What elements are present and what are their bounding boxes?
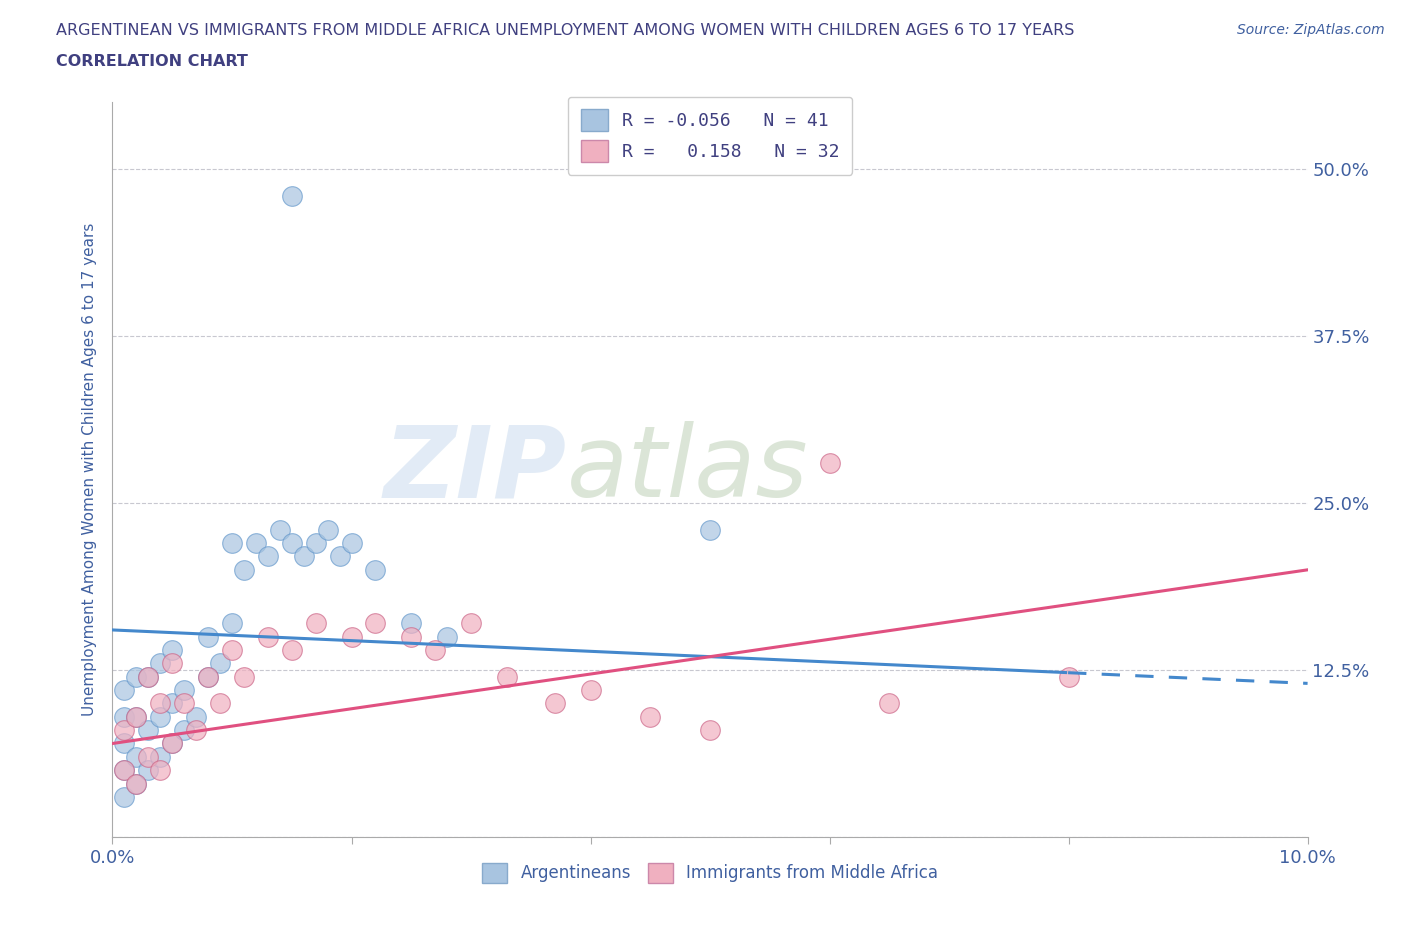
Point <box>496 670 519 684</box>
Point <box>186 710 208 724</box>
Text: Source: ZipAtlas.com: Source: ZipAtlas.com <box>1237 23 1385 37</box>
Point <box>305 536 328 551</box>
Point <box>162 736 183 751</box>
Point <box>186 723 208 737</box>
Point <box>125 710 148 724</box>
Point <box>257 630 280 644</box>
Legend: Argentineans, Immigrants from Middle Africa: Argentineans, Immigrants from Middle Afr… <box>471 851 949 895</box>
Point <box>257 549 280 564</box>
Point <box>425 643 447 658</box>
Point <box>316 523 339 538</box>
Point <box>138 670 160 684</box>
Y-axis label: Unemployment Among Women with Children Ages 6 to 17 years: Unemployment Among Women with Children A… <box>82 223 97 716</box>
Point <box>305 616 328 631</box>
Point <box>162 696 183 711</box>
Point <box>209 696 232 711</box>
Text: ARGENTINEAN VS IMMIGRANTS FROM MIDDLE AFRICA UNEMPLOYMENT AMONG WOMEN WITH CHILD: ARGENTINEAN VS IMMIGRANTS FROM MIDDLE AF… <box>56 23 1074 38</box>
Point <box>162 643 183 658</box>
Text: ZIP: ZIP <box>384 421 567 518</box>
Point <box>149 750 172 764</box>
Point <box>640 710 662 724</box>
Point <box>173 696 195 711</box>
Point <box>138 723 160 737</box>
Point <box>221 616 243 631</box>
Point <box>138 763 160 777</box>
Point <box>197 630 219 644</box>
Point <box>340 630 363 644</box>
Point <box>579 683 602 698</box>
Point <box>114 683 135 698</box>
Point <box>340 536 363 551</box>
Point <box>401 616 423 631</box>
Point <box>233 563 256 578</box>
Point <box>197 670 219 684</box>
Point <box>292 549 315 564</box>
Point <box>138 750 160 764</box>
Point <box>364 616 387 631</box>
Point <box>149 710 172 724</box>
Point <box>125 710 148 724</box>
Point <box>209 656 232 671</box>
Point <box>269 523 291 538</box>
Point <box>114 710 135 724</box>
Point <box>329 549 352 564</box>
Text: CORRELATION CHART: CORRELATION CHART <box>56 54 247 69</box>
Point <box>125 777 148 791</box>
Point <box>818 456 841 471</box>
Point <box>699 523 721 538</box>
Point <box>281 643 304 658</box>
Point <box>114 763 135 777</box>
Point <box>149 656 172 671</box>
Point <box>173 683 195 698</box>
Point <box>460 616 482 631</box>
Point <box>221 643 243 658</box>
Point <box>162 736 183 751</box>
Point <box>401 630 423 644</box>
Point <box>114 763 135 777</box>
Point <box>125 750 148 764</box>
Point <box>364 563 387 578</box>
Point <box>114 790 135 804</box>
Point <box>125 777 148 791</box>
Point <box>197 670 219 684</box>
Point <box>245 536 267 551</box>
Point <box>162 656 183 671</box>
Point <box>436 630 458 644</box>
Point <box>125 670 148 684</box>
Point <box>221 536 243 551</box>
Point <box>114 736 135 751</box>
Point <box>173 723 195 737</box>
Point <box>879 696 901 711</box>
Point <box>149 763 172 777</box>
Point <box>543 696 565 711</box>
Point <box>149 696 172 711</box>
Text: atlas: atlas <box>567 421 808 518</box>
Point <box>1057 670 1080 684</box>
Point <box>281 536 304 551</box>
Point <box>114 723 135 737</box>
Point <box>233 670 256 684</box>
Point <box>699 723 721 737</box>
Point <box>138 670 160 684</box>
Point <box>281 189 304 204</box>
